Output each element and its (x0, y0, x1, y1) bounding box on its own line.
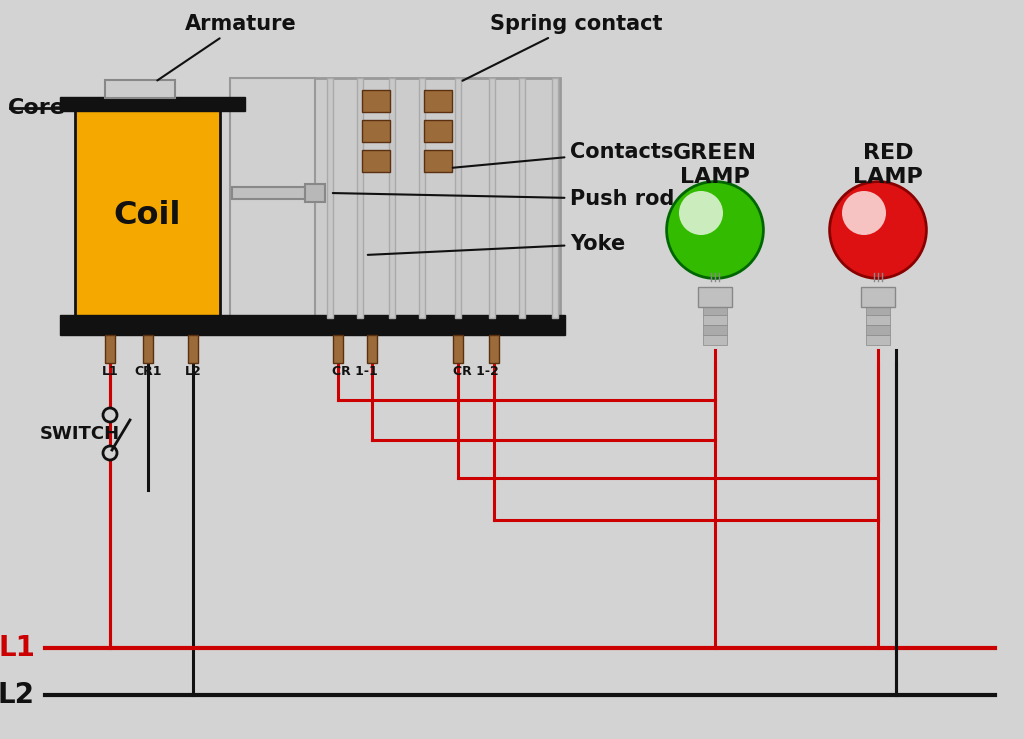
Bar (419, 78, 425, 318)
Bar (362, 150, 390, 172)
Text: Armature: Armature (158, 14, 297, 81)
Bar (357, 78, 362, 318)
Bar (362, 90, 390, 112)
Text: Yoke: Yoke (368, 234, 626, 255)
Circle shape (667, 182, 764, 279)
Circle shape (842, 191, 886, 235)
Bar (424, 150, 452, 172)
Bar (861, 287, 895, 307)
Text: Coil: Coil (114, 200, 181, 231)
Text: L1: L1 (0, 634, 35, 662)
Bar (866, 305, 890, 315)
Bar (105, 80, 175, 98)
Bar (424, 90, 452, 112)
Circle shape (103, 408, 117, 422)
Bar (60, 97, 245, 111)
Bar (105, 335, 115, 363)
Text: Push rod: Push rod (333, 189, 675, 209)
Circle shape (103, 446, 117, 460)
Bar (333, 335, 343, 363)
Circle shape (829, 182, 927, 279)
Bar (866, 315, 890, 325)
Bar (362, 120, 390, 142)
Text: Spring contact: Spring contact (463, 14, 663, 81)
Bar (188, 335, 198, 363)
Bar (367, 335, 377, 363)
Text: RED
LAMP: RED LAMP (853, 143, 923, 187)
Text: CR 1-1: CR 1-1 (332, 365, 378, 378)
Text: GREEN
LAMP: GREEN LAMP (673, 143, 757, 187)
Bar (232, 187, 312, 199)
Bar (698, 287, 732, 307)
Bar (389, 78, 395, 318)
Bar (703, 315, 727, 325)
Bar (703, 335, 727, 345)
Bar (703, 325, 727, 335)
Text: SWITCH: SWITCH (40, 425, 120, 443)
Circle shape (679, 191, 723, 235)
Bar (453, 335, 463, 363)
Bar (327, 78, 333, 318)
Bar (489, 335, 499, 363)
Bar (866, 325, 890, 335)
Bar (424, 120, 452, 142)
Bar (552, 78, 558, 318)
Bar (230, 78, 560, 318)
Bar (455, 78, 461, 318)
Text: CR1: CR1 (134, 365, 162, 378)
Text: CR 1-2: CR 1-2 (454, 365, 499, 378)
Bar (75, 110, 220, 320)
Text: Contacts: Contacts (453, 142, 674, 168)
Text: L2: L2 (0, 681, 35, 709)
Text: Core: Core (8, 98, 66, 118)
Bar (866, 335, 890, 345)
Text: L1: L1 (101, 365, 119, 378)
Bar (143, 335, 153, 363)
Bar (703, 305, 727, 315)
Bar (519, 78, 525, 318)
Bar (230, 78, 315, 318)
Bar (305, 184, 325, 202)
Text: L2: L2 (184, 365, 202, 378)
Bar (60, 315, 565, 335)
Bar (489, 78, 495, 318)
